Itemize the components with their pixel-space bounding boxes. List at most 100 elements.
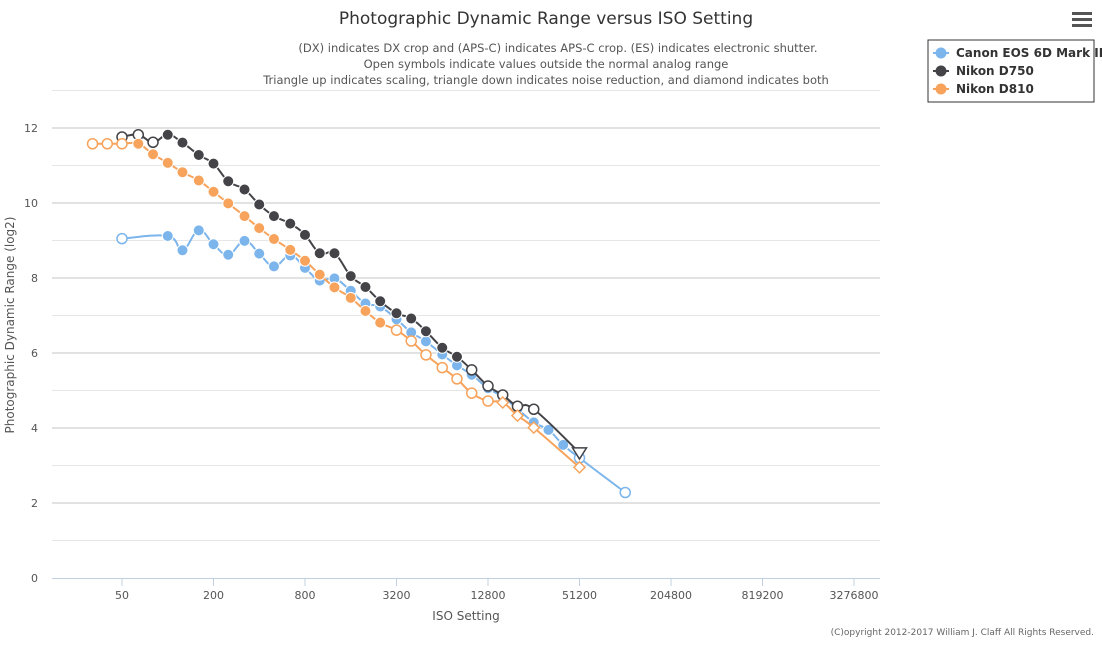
y-tick-label: 10	[24, 197, 38, 210]
nikon-d810-data-point[interactable]	[451, 373, 463, 385]
nikon-d810-data-point[interactable]	[420, 349, 432, 361]
nikon-d750-data-point[interactable]	[253, 198, 266, 211]
nikon-d810-data-point[interactable]	[176, 166, 189, 179]
nikon-d750-data-point[interactable]	[299, 228, 311, 241]
chart-menu-button[interactable]	[1072, 12, 1092, 28]
x-tick-label: 3276800	[830, 589, 879, 602]
nikon-d750-data-point[interactable]	[465, 364, 478, 376]
nikon-d810-series	[86, 137, 587, 474]
nikon-d810-data-point[interactable]	[238, 210, 251, 223]
nikon-d750-data-point[interactable]	[328, 247, 341, 260]
legend-item-nikon-d810[interactable]: Nikon D810	[933, 82, 1034, 96]
series-lines	[86, 128, 631, 499]
nikon-d750-data-point[interactable]	[222, 175, 235, 188]
nikon-d810-data-point[interactable]	[572, 460, 587, 474]
canon-eos-6d-mark-ii-data-point[interactable]	[207, 238, 220, 251]
canon-eos-6d-mark-ii-data-point[interactable]	[419, 335, 432, 348]
canon-eos-6d-mark-ii-data-point[interactable]	[253, 247, 266, 260]
y-tick-label: 2	[31, 497, 38, 510]
x-axis-title: ISO Setting	[432, 609, 499, 623]
nikon-d810-data-point[interactable]	[374, 316, 387, 329]
nikon-d810-data-point[interactable]	[344, 291, 357, 304]
nikon-d750-data-point[interactable]	[571, 447, 588, 461]
nikon-d810-data-point[interactable]	[527, 421, 541, 435]
x-tick-label: 800	[295, 589, 316, 602]
nikon-d810-data-point[interactable]	[267, 233, 280, 245]
nikon-d810-data-point[interactable]	[116, 138, 128, 150]
y-tick-label: 6	[31, 347, 38, 360]
nikon-d750-data-point[interactable]	[436, 341, 449, 354]
y-axis-title: Photographic Dynamic Range (log2)	[3, 217, 17, 434]
nikon-d810-data-point[interactable]	[207, 185, 220, 198]
nikon-d810-data-point[interactable]	[101, 138, 114, 150]
nikon-d810-data-point[interactable]	[147, 148, 160, 161]
x-tick-label: 819200	[742, 589, 784, 602]
nikon-d750-data-point[interactable]	[313, 247, 326, 260]
canon-eos-6d-mark-ii-data-point[interactable]	[161, 230, 174, 242]
x-tick-label: 204800	[650, 589, 692, 602]
hamburger-menu-icon-bar	[1072, 18, 1092, 21]
canon-eos-6d-mark-ii-data-point[interactable]	[192, 224, 205, 237]
y-tick-label: 8	[31, 272, 38, 285]
x-tick-label: 50	[115, 589, 129, 602]
nikon-d810-data-point[interactable]	[192, 174, 205, 187]
nikon-d750-data-point[interactable]	[238, 183, 251, 196]
nikon-d810-data-point[interactable]	[161, 156, 174, 169]
x-tick-label: 51200	[562, 589, 597, 602]
legend-item-canon-eos-6d-mark-ii[interactable]: Canon EOS 6D Mark II	[933, 46, 1102, 60]
nikon-d810-data-point[interactable]	[390, 324, 403, 336]
nikon-d750-data-point[interactable]	[374, 295, 387, 308]
canon-eos-6d-mark-ii-data-point[interactable]	[619, 486, 631, 499]
axes: 50 200 800 3200 12800 51200 204800 819200 327680…	[24, 122, 880, 602]
chart-subtitle-line-3: Triangle up indicates scaling, triangle …	[262, 73, 829, 87]
nikon-d750-data-point[interactable]	[267, 210, 280, 223]
canon-eos-6d-mark-ii-data-point[interactable]	[116, 232, 128, 245]
nikon-d810-data-point[interactable]	[299, 254, 311, 267]
nikon-d810-data-point[interactable]	[253, 222, 266, 235]
nikon-d810-data-point[interactable]	[510, 409, 525, 423]
canon-eos-6d-mark-ii-data-point[interactable]	[267, 260, 280, 273]
legend: Canon EOS 6D Mark II Nikon D750 Nikon D810	[927, 39, 1102, 103]
y-tick-label: 12	[24, 122, 38, 135]
nikon-d750-data-point[interactable]	[482, 380, 494, 392]
nikon-d750-data-point[interactable]	[176, 136, 189, 149]
nikon-d750-data-point[interactable]	[161, 128, 174, 141]
nikon-d810-data-point[interactable]	[284, 243, 297, 256]
nikon-d810-data-point[interactable]	[482, 395, 494, 407]
nikon-d810-data-point[interactable]	[313, 268, 326, 281]
nikon-d810-data-point[interactable]	[328, 281, 341, 294]
canon-eos-6d-mark-ii-data-point[interactable]	[542, 423, 555, 436]
nikon-d810-data-point[interactable]	[405, 335, 417, 347]
x-tick-label: 3200	[383, 589, 411, 602]
nikon-d750-data-point[interactable]	[359, 281, 372, 293]
chart-subtitle-line-2: Open symbols indicate values outside the…	[364, 57, 729, 71]
nikon-d750-data-point[interactable]	[192, 149, 205, 161]
nikon-d810-data-point[interactable]	[496, 395, 510, 410]
nikon-d810-data-point[interactable]	[436, 361, 448, 374]
canon-eos-6d-mark-ii-data-point[interactable]	[176, 244, 189, 257]
nikon-d810-data-point[interactable]	[465, 387, 478, 399]
nikon-d750-data-point[interactable]	[528, 403, 540, 415]
y-tick-label: 4	[31, 422, 38, 435]
nikon-d750-data-point[interactable]	[419, 325, 432, 338]
nikon-d810-data-point[interactable]	[222, 197, 235, 210]
nikon-d750-data-point[interactable]	[390, 307, 403, 320]
nikon-d750-data-point[interactable]	[405, 312, 418, 325]
nikon-d750-data-point[interactable]	[207, 157, 220, 170]
canon-eos-6d-mark-ii-data-point[interactable]	[222, 248, 235, 261]
y-tick-label: 0	[31, 572, 38, 585]
nikon-d750-data-point[interactable]	[450, 350, 463, 363]
legend-item-nikon-d750[interactable]: Nikon D750	[933, 64, 1034, 78]
legend-marker-swatch	[935, 83, 947, 95]
canon-eos-6d-mark-ii-data-point[interactable]	[238, 234, 251, 247]
nikon-d810-data-point[interactable]	[359, 305, 372, 317]
copyright-credit: (C)opyright 2012-2017 William J. Claff A…	[831, 628, 1094, 638]
nikon-d750-data-point[interactable]	[147, 136, 159, 148]
nikon-d810-data-point[interactable]	[132, 137, 145, 150]
nikon-d750-data-point[interactable]	[284, 217, 297, 230]
legend-label: Nikon D810	[956, 82, 1034, 96]
nikon-d810-data-point[interactable]	[86, 138, 99, 150]
nikon-d750-data-point[interactable]	[344, 270, 357, 283]
canon-eos-6d-mark-ii-data-point[interactable]	[557, 438, 570, 451]
